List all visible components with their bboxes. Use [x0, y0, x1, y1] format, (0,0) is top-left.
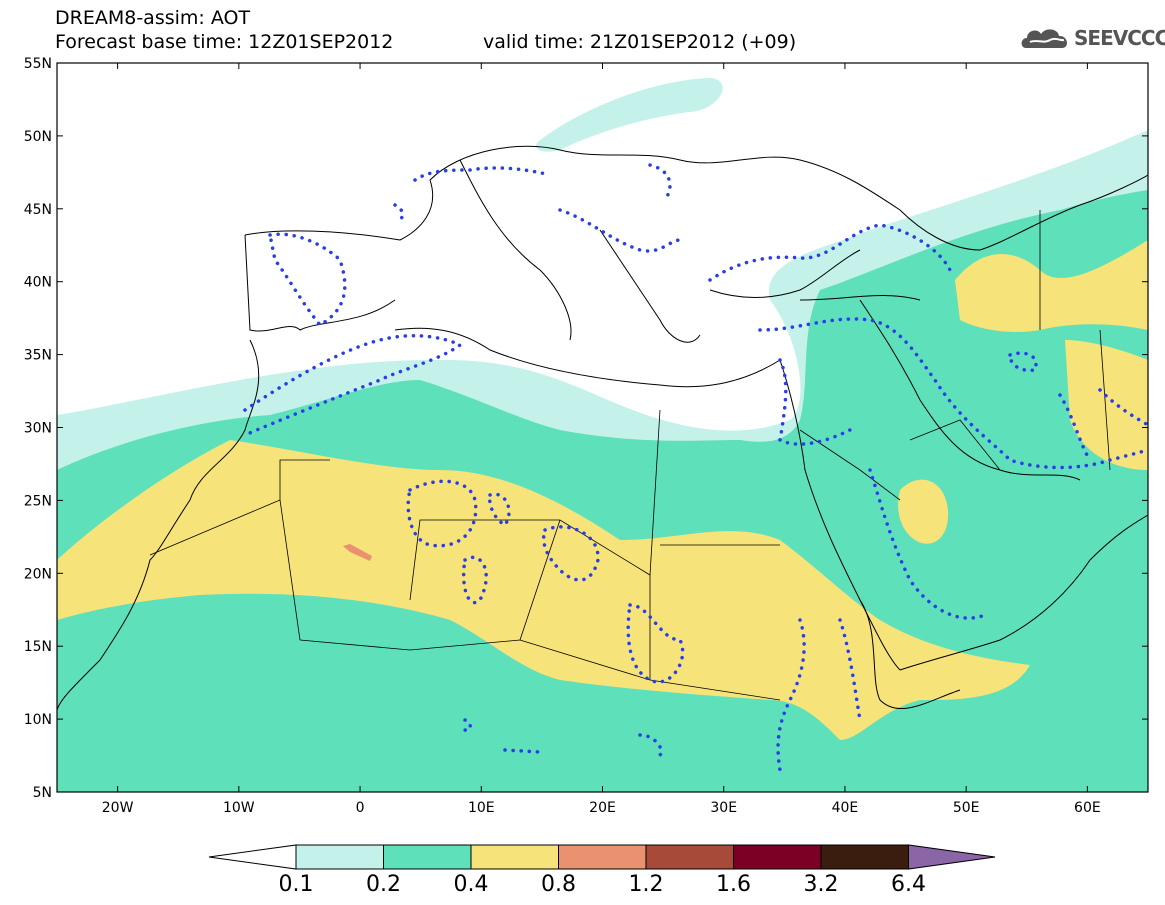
aot-band-0.4 — [57, 440, 1030, 740]
logo-text: SEEVCCC — [1074, 26, 1165, 50]
colorbar-segment — [295, 844, 384, 870]
coastlines — [57, 145, 1148, 711]
colorbar-over-arrow — [908, 844, 996, 870]
lon-tick-label: 20W — [102, 800, 134, 816]
lat-tick-label: 15N — [24, 639, 52, 655]
lat-tick-label: 50N — [24, 129, 52, 145]
lon-tick-label: 40E — [832, 800, 859, 816]
cloud-logo-icon — [1021, 29, 1068, 48]
lat-tick-label: 30N — [24, 421, 52, 437]
lat-tick-label: 10N — [24, 712, 52, 728]
lat-tick-label: 55N — [24, 56, 52, 72]
lat-tick-label: 5N — [33, 785, 52, 801]
lat-tick-label: 45N — [24, 202, 52, 218]
aot-fields — [57, 78, 1148, 792]
colorbar — [208, 844, 996, 870]
axis-ticks: 55N 50N 45N 40N 35N 30N 25N 20N 15N 10N 5N 20W 10W 0 1… — [24, 56, 1148, 816]
colorbar-label: 0.8 — [541, 872, 576, 897]
colorbar-label: 0.1 — [278, 872, 314, 897]
lat-tick-label: 35N — [24, 348, 52, 364]
lon-tick-label: 30E — [710, 800, 737, 816]
lat-tick-label: 40N — [24, 275, 52, 291]
lon-tick-label: 50E — [953, 800, 980, 816]
lon-tick-label: 60E — [1074, 800, 1101, 816]
colorbar-label: 0.2 — [366, 872, 401, 897]
borders — [149, 210, 1111, 701]
forecast-time: Forecast base time: 12Z01SEP2012 valid ti… — [55, 31, 796, 53]
colorbar-segment — [820, 844, 909, 870]
colorbar-segment — [645, 844, 734, 870]
colorbar-label: 1.2 — [628, 872, 664, 897]
aot-band-0.8 — [343, 544, 372, 561]
colorbar-segment — [383, 844, 472, 870]
colorbar-label: 6.4 — [891, 872, 926, 897]
colorbar-label: 1.6 — [716, 872, 751, 897]
lon-tick-label: 0 — [356, 800, 365, 816]
lon-tick-label: 20E — [589, 800, 616, 816]
colorbar-segment — [733, 844, 822, 870]
aot-band-0.1-north — [536, 78, 723, 152]
seevccc-logo: SEEVCCC — [1018, 22, 1165, 54]
colorbar-label: 3.2 — [803, 872, 839, 897]
aot-band-0.2-west — [57, 605, 160, 692]
colorbar-segment — [470, 844, 559, 870]
valid-time: valid time: 21Z01SEP2012 (+09) — [483, 31, 797, 53]
colorbar-under-arrow — [208, 844, 297, 870]
aot-band-0.4-iran — [955, 240, 1148, 332]
aot-band-0.4-gulf — [898, 479, 949, 544]
base-time: Forecast base time: 12Z01SEP2012 — [55, 31, 394, 53]
lat-tick-label: 20N — [24, 566, 52, 582]
lon-tick-label: 10E — [468, 800, 495, 816]
dust-contours — [243, 163, 1148, 772]
lat-tick-label: 25N — [24, 493, 52, 509]
lon-tick-label: 10W — [223, 800, 255, 816]
map-title: DREAM8-assim: AOT — [55, 7, 251, 29]
colorbar-label: 0.4 — [453, 872, 489, 897]
colorbar-segment — [558, 844, 647, 870]
aot-band-0.4-east — [1065, 340, 1148, 470]
